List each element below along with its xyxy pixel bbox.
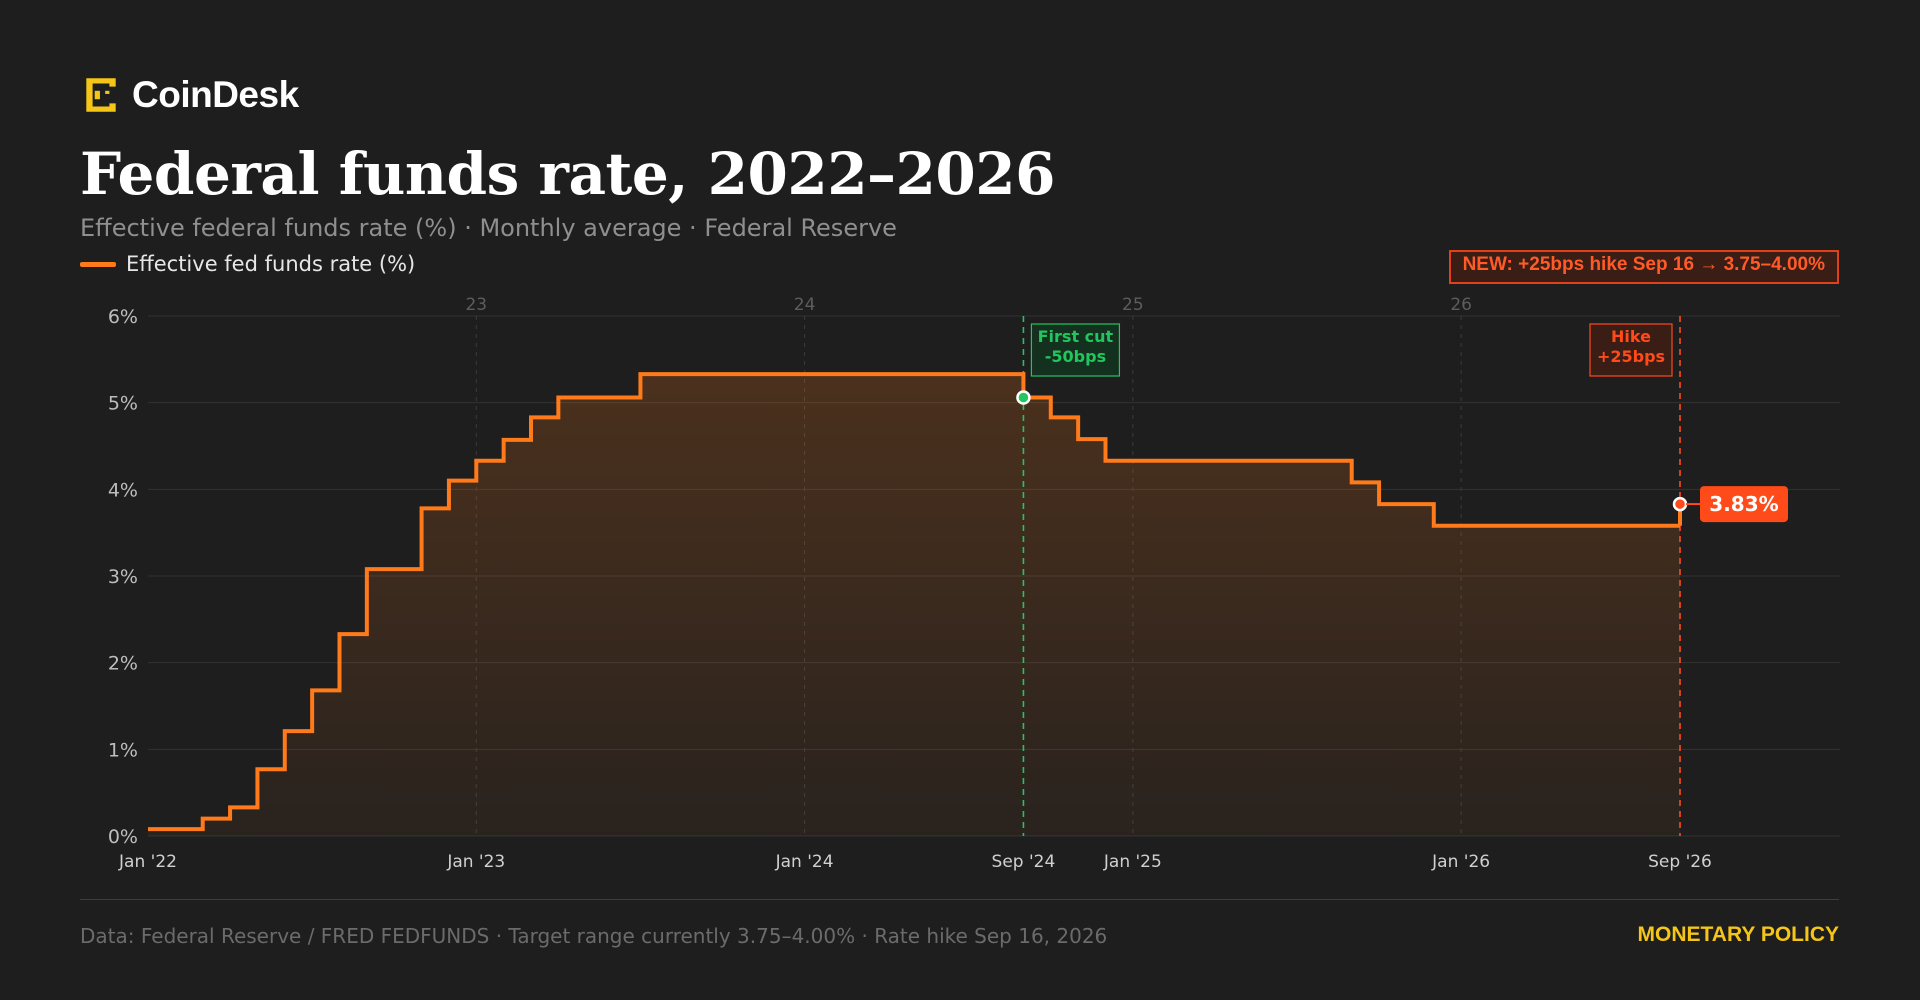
hike-annotation-text: Hike — [1611, 327, 1651, 346]
cut-annotation-box — [1030, 323, 1121, 377]
cut-annotation-text: -50bps — [1045, 347, 1106, 366]
y-tick-label: 6% — [108, 306, 138, 328]
hike-annotation-text: +25bps — [1597, 347, 1665, 366]
cut-point-marker — [1016, 390, 1031, 405]
y-tick-label: 2% — [108, 653, 138, 675]
y-tick-label: 4% — [108, 479, 138, 501]
year-label: 24 — [794, 295, 816, 315]
news-badge: NEW: +25bps hike Sep 16 → 3.75–4.00% — [1448, 250, 1839, 284]
hike-annotation-box — [1589, 323, 1673, 377]
y-tick-label: 1% — [108, 739, 138, 761]
current-value-label: 3.83% — [1709, 492, 1778, 516]
series-line — [148, 372, 1680, 832]
x-tick-label: Jan '26 — [1431, 852, 1490, 872]
x-tick-label: Jan '25 — [1103, 852, 1162, 872]
section-tag: MONETARY POLICY — [1637, 923, 1839, 946]
current-value-badge — [1700, 486, 1788, 523]
coindesk-logo-icon — [86, 78, 116, 112]
chart-subtitle: Effective federal funds rate (%) · Month… — [80, 214, 897, 242]
x-tick-label: Jan '22 — [118, 852, 177, 872]
year-label: 25 — [1122, 295, 1144, 315]
year-label: 26 — [1450, 295, 1472, 315]
hike-point-marker — [1672, 496, 1688, 512]
chart-title: Federal funds rate, 2022–2026 — [80, 140, 1055, 208]
chart-legend: Effective fed funds rate (%) — [80, 252, 415, 276]
y-tick-label: 0% — [108, 826, 138, 848]
source-note: Data: Federal Reserve / FRED FEDFUNDS · … — [80, 924, 1108, 948]
y-tick-label: 5% — [108, 393, 138, 415]
x-tick-label: Jan '23 — [446, 852, 505, 872]
year-label: 23 — [465, 295, 487, 315]
brand-logo: CoinDesk — [80, 74, 299, 116]
x-tick-label: Sep '24 — [992, 852, 1056, 872]
footer-divider — [80, 899, 1839, 900]
legend-label: Effective fed funds rate (%) — [126, 252, 416, 276]
legend-swatch — [80, 261, 116, 267]
cut-annotation-text: First cut — [1038, 327, 1114, 346]
x-tick-label: Jan '24 — [775, 852, 834, 872]
series-area — [148, 374, 1680, 836]
y-tick-label: 3% — [108, 566, 138, 588]
x-tick-label: Sep '26 — [1648, 852, 1712, 872]
brand-name: CoinDesk — [132, 74, 299, 115]
